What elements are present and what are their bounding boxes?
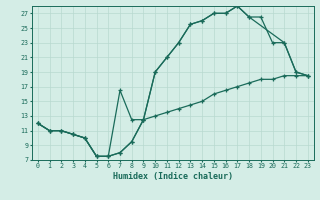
X-axis label: Humidex (Indice chaleur): Humidex (Indice chaleur)	[113, 172, 233, 181]
